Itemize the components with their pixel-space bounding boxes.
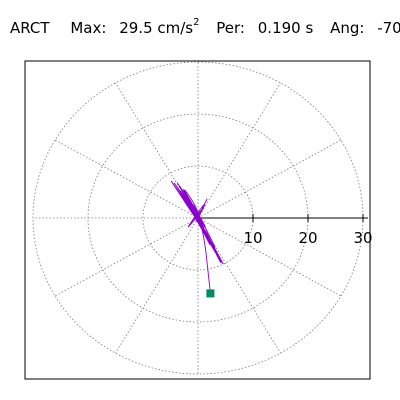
angle-value: -70.6 bbox=[377, 19, 400, 37]
max-exponent: 2 bbox=[193, 17, 200, 28]
axis-tick-label-20: 20 bbox=[298, 229, 317, 247]
period-label: Per: bbox=[216, 19, 245, 37]
grid-spoke-330 bbox=[197, 217, 342, 297]
grid-spoke-30 bbox=[197, 139, 342, 219]
period-value: 0.190 s bbox=[257, 19, 314, 37]
angle-label: Ang: bbox=[330, 19, 365, 37]
axis-tick-label-30: 30 bbox=[353, 229, 372, 247]
radial-axis: 10 20 30 bbox=[198, 214, 373, 247]
axis-tick-label-10: 10 bbox=[243, 229, 262, 247]
end-marker bbox=[206, 289, 215, 298]
plot-frame bbox=[24, 60, 371, 380]
grid-spoke-150 bbox=[54, 139, 199, 219]
grid-spoke-240 bbox=[115, 217, 199, 354]
grid-spoke-210 bbox=[54, 217, 199, 297]
end-marker-layer bbox=[206, 289, 215, 298]
station-code: ARCT bbox=[10, 19, 50, 37]
max-value: 29.5 cm/s bbox=[119, 19, 194, 37]
trace-series-0 bbox=[170, 180, 224, 294]
max-label: Max: bbox=[70, 19, 107, 37]
grid-spoke-60 bbox=[197, 82, 281, 219]
chart-header: ARCT Max: 29.5 cm/s2 Per: 0.190 s Ang: -… bbox=[10, 17, 400, 39]
particle-motion-trace bbox=[170, 180, 224, 294]
